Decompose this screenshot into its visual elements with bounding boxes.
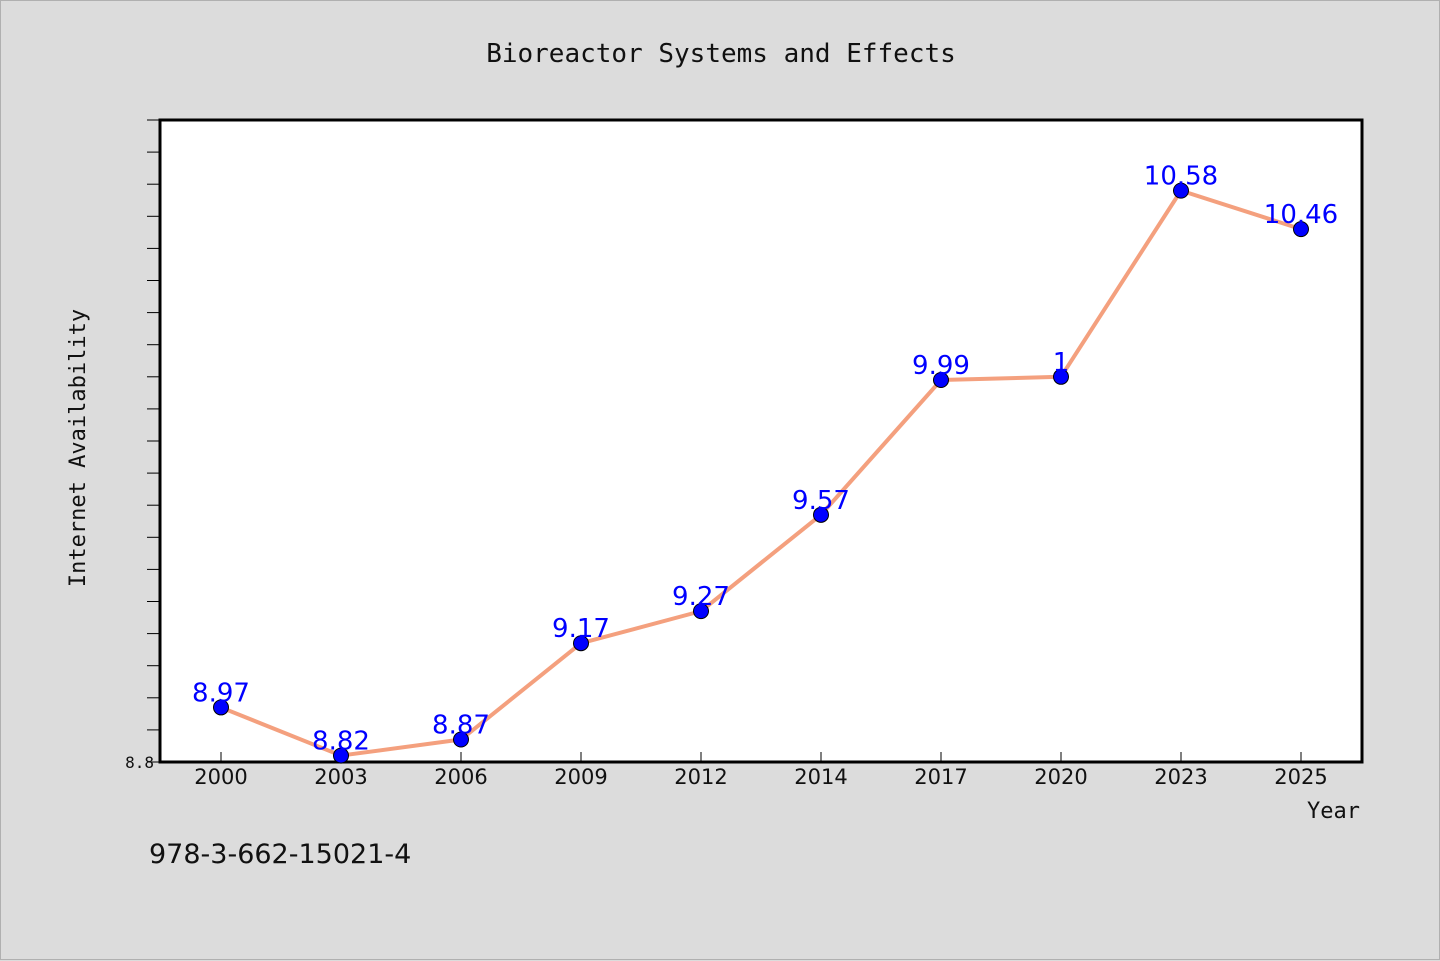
data-label: 9.17 [552,614,610,644]
chart-title: Bioreactor Systems and Effects [486,39,956,69]
data-point [693,603,709,620]
x-tick-label: 2009 [554,765,607,789]
footer-code: 978-3-662-15021-4 [149,839,411,870]
x-tick-label: 2025 [1274,765,1327,789]
x-tick-label: 2000 [194,765,247,789]
series-line [220,188,1302,758]
x-tick-label: 2020 [1034,765,1087,789]
x-axis-label: Year [1307,799,1360,824]
data-point [333,747,349,764]
y-axis-label: Internet Availability [66,309,91,587]
data-label: 10.46 [1264,200,1338,230]
data-label: 8.87 [432,711,490,741]
data-point [813,506,829,523]
data-label: 1 [1053,348,1070,378]
y-axis-ticks: 8.8 [125,119,159,772]
x-tick-label: 2006 [434,765,487,789]
data-label: 10.58 [1144,162,1218,192]
x-axis-ticks: 2000 2003 2006 2009 2012 2014 2017 2020 2023 2025 [194,752,1328,789]
x-tick-label: 2017 [914,765,967,789]
x-tick-label: 2014 [794,765,847,789]
x-tick-label: 2012 [674,765,727,789]
data-point [933,372,949,389]
x-tick-label: 2003 [314,765,367,789]
series-layer: 8.97 8.82 8.87 9.17 9.27 9.57 9.99 1 10.58 10.46 [192,162,1338,764]
data-point [573,635,589,652]
data-point [1293,221,1309,238]
plot-area [158,118,1364,764]
data-label: 9.57 [792,486,850,516]
data-label: 9.27 [672,582,730,612]
data-label: 9.99 [912,351,970,381]
data-point [1173,182,1189,199]
x-tick-label: 2023 [1154,765,1207,789]
data-point [1053,368,1069,385]
data-label: 8.82 [312,727,370,757]
data-point [213,699,229,716]
data-point [453,731,469,748]
data-label: 8.97 [192,678,250,708]
y-tick-label: 8.8 [125,753,154,772]
